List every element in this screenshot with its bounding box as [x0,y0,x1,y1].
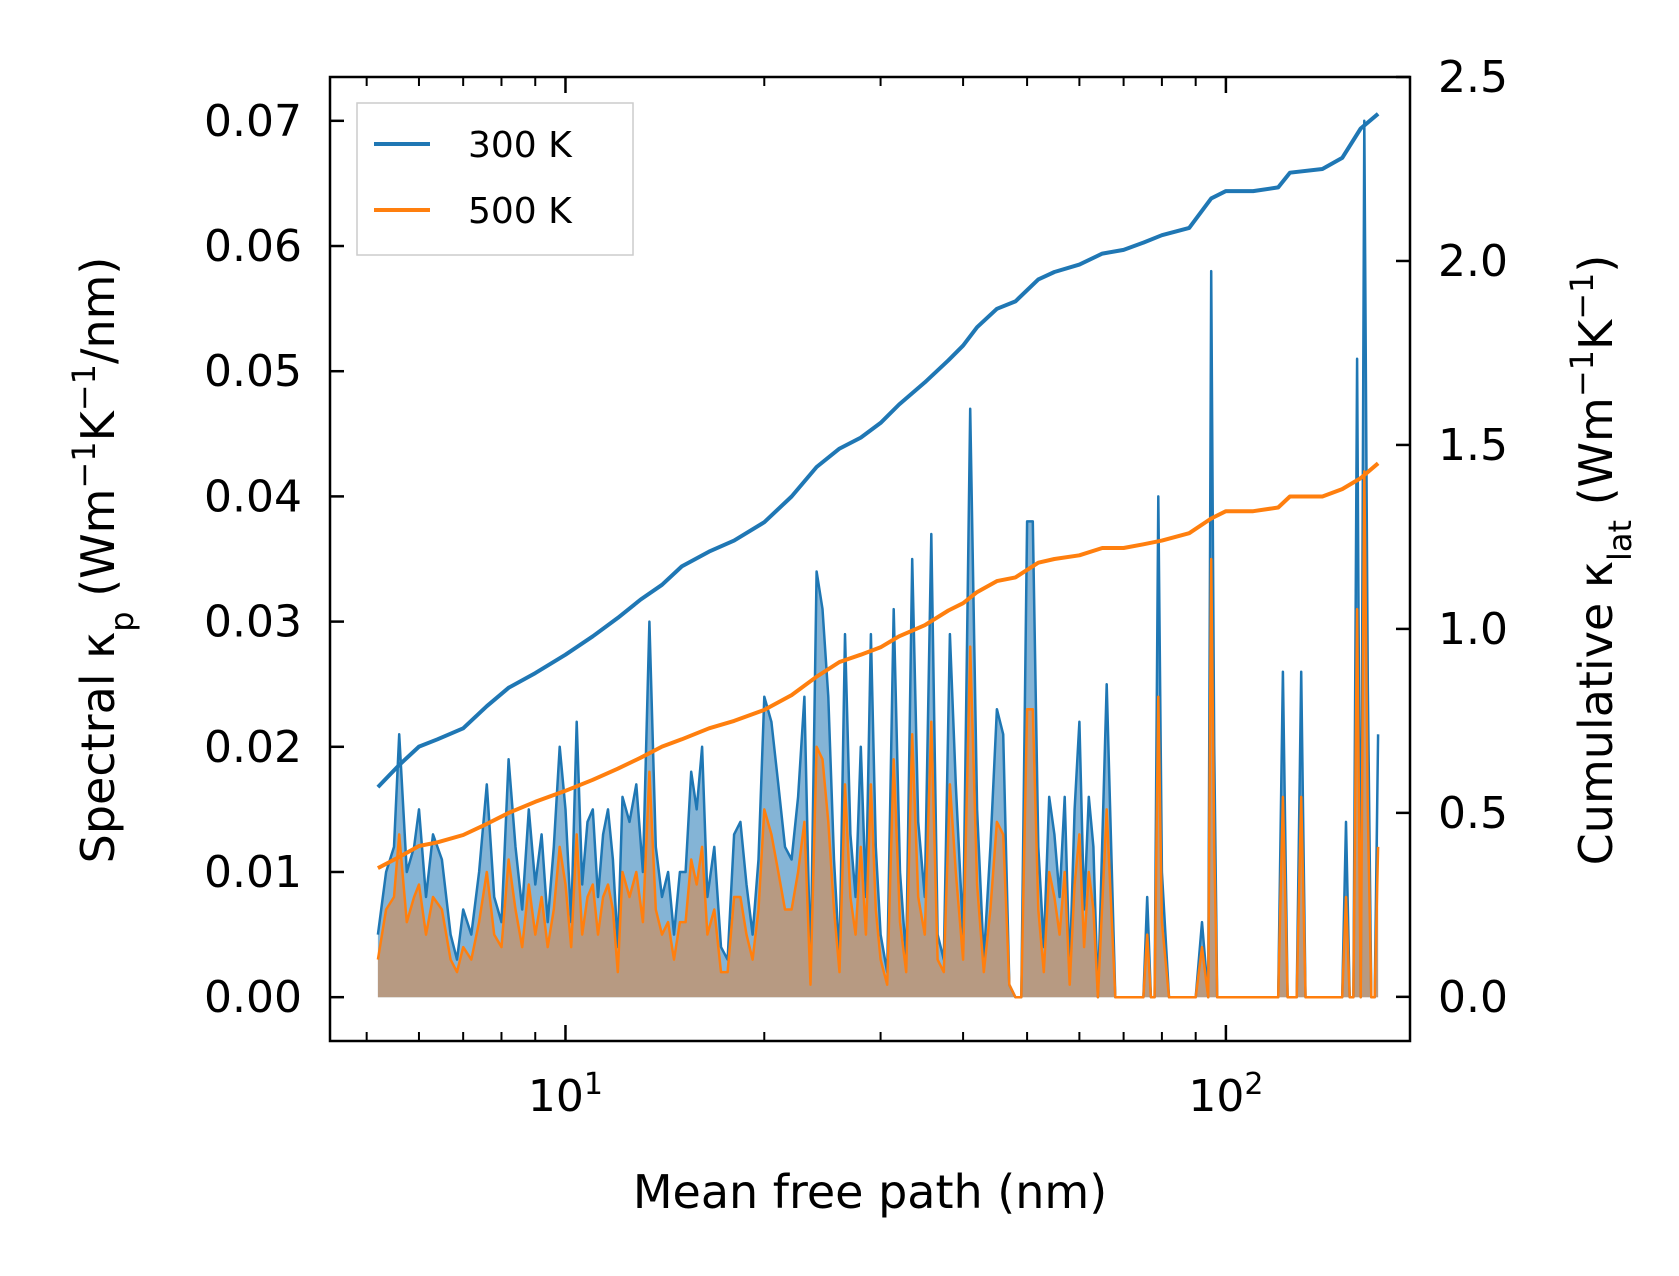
legend: 300 K 500 K [356,102,634,256]
y-right-tick-label: 1.5 [1438,420,1508,471]
y-right-tick-label: 0.5 [1438,788,1508,839]
x-axis-label: Mean free path (nm) [633,1165,1107,1219]
legend-label-300k: 300 K [468,125,573,166]
y-right-tick-label: 2.5 [1438,52,1508,103]
y-right-tick-label: 1.0 [1438,604,1508,655]
y-left-tick-label: 0.00 [204,972,302,1023]
y-left-tick-label: 0.01 [204,847,302,898]
cumulative-line-300k [376,112,1380,789]
y-left-tick-label: 0.02 [204,722,302,773]
y-left-tick-label: 0.03 [204,597,302,648]
spectral-area-500k [377,471,1379,998]
cumulative-line-500k [376,461,1380,870]
y-left-tick-label: 0.06 [204,221,302,272]
y-axis-right-label: Cumulative κlat (Wm−1K−1) [1563,255,1639,866]
y-left-tick-label: 0.04 [204,471,302,522]
x-tick-label: 101 [528,1067,603,1123]
plot-frame [328,75,1412,1043]
legend-label-500k: 500 K [468,191,573,232]
data-line-group [376,112,1380,999]
legend-box [356,102,634,256]
y-left-tick-label: 0.05 [204,346,302,397]
spectral-area-300k [377,120,1379,998]
y-axis-left-label: Spectral κp (Wm−1K−1/nm) [65,257,141,864]
spectral-fill-group [377,120,1379,998]
y-right-tick-label: 2.0 [1438,236,1508,287]
spectral-line-500k [376,470,1380,999]
x-tick-label: 102 [1188,1067,1263,1123]
y-left-tick-label: 0.07 [204,96,302,147]
tick-group: 0.00 0.01 0.02 0.03 0.04 0.05 0.06 0.07 0.0 0.5 1.… [204,52,1508,1122]
y-right-tick-label: 0.0 [1438,972,1508,1023]
